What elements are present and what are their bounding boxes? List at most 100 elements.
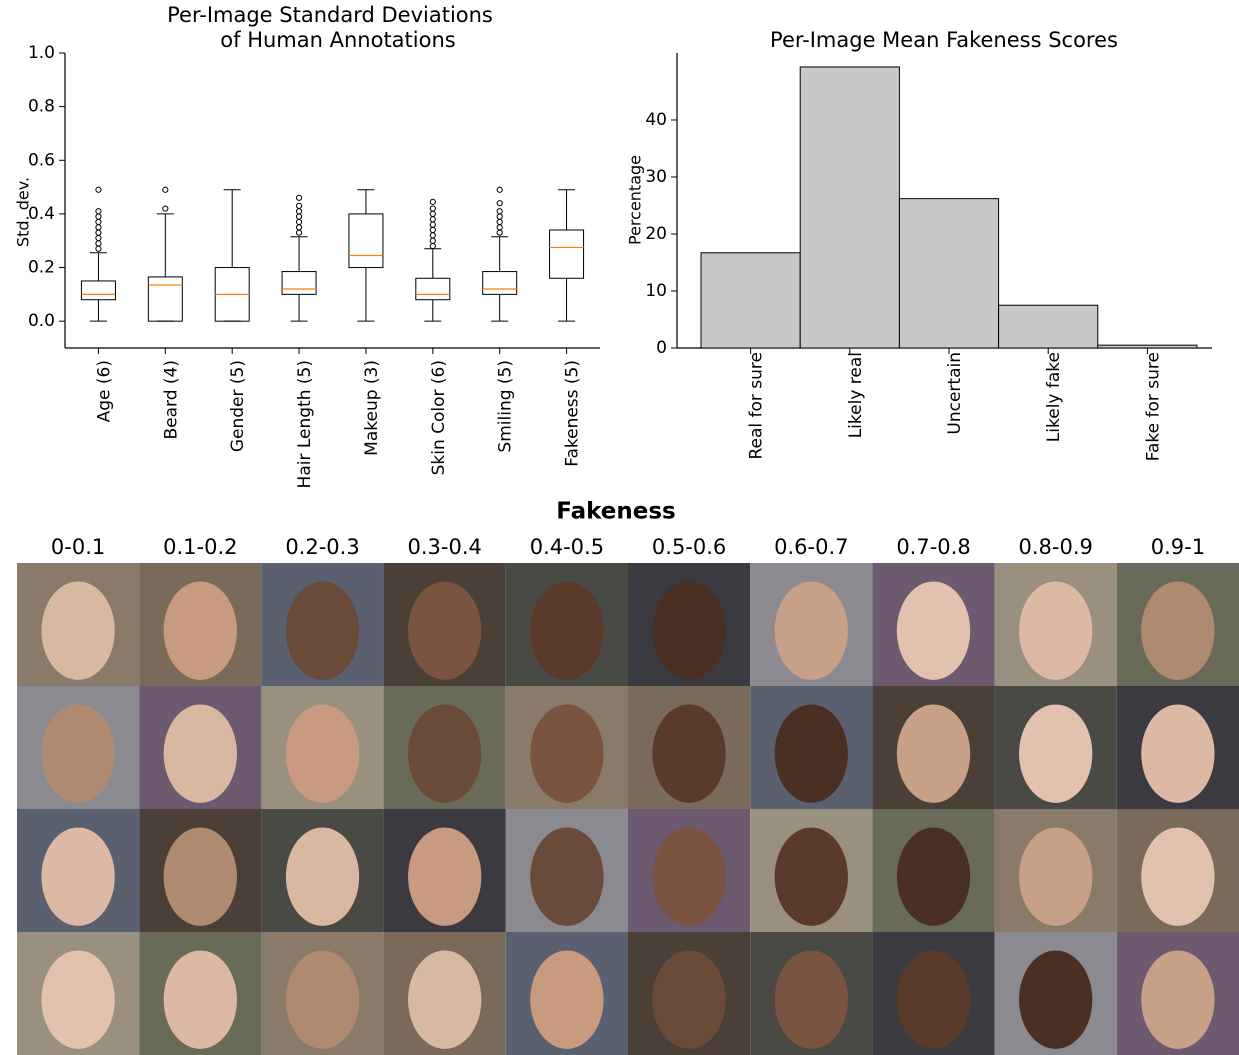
outlier xyxy=(96,209,101,214)
face xyxy=(530,581,603,679)
x-tick-label: Beard (4) xyxy=(161,360,181,440)
y-tick-label: 10 xyxy=(645,281,667,301)
figure-title: Fakeness xyxy=(556,499,676,525)
x-tick-label: Real for sure xyxy=(747,352,767,460)
face xyxy=(530,827,603,925)
face xyxy=(1019,581,1092,679)
outlier xyxy=(430,233,435,238)
x-tick-label: Hair Length (5) xyxy=(295,360,315,488)
bar xyxy=(999,305,1098,348)
face xyxy=(1019,950,1092,1048)
face xyxy=(1141,704,1214,802)
face xyxy=(286,950,359,1048)
outlier xyxy=(497,230,502,235)
face xyxy=(41,704,114,802)
outlier xyxy=(296,203,301,208)
outlier xyxy=(430,238,435,243)
outlier xyxy=(163,187,168,192)
face xyxy=(1019,704,1092,802)
outlier xyxy=(96,241,101,246)
column-label: 0.4-0.5 xyxy=(530,535,604,559)
y-tick-label: 0.6 xyxy=(28,150,55,170)
face xyxy=(775,950,848,1048)
outlier xyxy=(430,243,435,248)
column-label: 0.3-0.4 xyxy=(408,535,482,559)
y-tick-label: 30 xyxy=(645,167,667,187)
chart-title: Per-Image Mean Fakeness Scores xyxy=(770,28,1118,52)
y-tick-label: 0 xyxy=(656,338,667,358)
outlier xyxy=(96,214,101,219)
outlier xyxy=(497,225,502,230)
column-label: 0.2-0.3 xyxy=(285,535,359,559)
chart: Fakeness Per-Image Standard Deviationsof… xyxy=(0,0,1239,1055)
y-axis-label: Std. dev. xyxy=(14,177,33,247)
outlier xyxy=(296,219,301,224)
x-tick-label: Likely fake xyxy=(1044,352,1064,442)
outlier xyxy=(430,211,435,216)
x-tick-label: Gender (5) xyxy=(228,360,248,452)
face xyxy=(775,581,848,679)
x-tick-label: Smiling (5) xyxy=(496,360,516,453)
face xyxy=(897,704,970,802)
box xyxy=(550,230,584,278)
bar xyxy=(800,67,899,348)
face xyxy=(652,704,725,802)
outlier xyxy=(430,227,435,232)
y-tick-label: 40 xyxy=(645,110,667,130)
face xyxy=(286,704,359,802)
face xyxy=(530,950,603,1048)
face xyxy=(897,950,970,1048)
outlier xyxy=(497,214,502,219)
column-label: 0.6-0.7 xyxy=(774,535,848,559)
y-tick-label: 20 xyxy=(645,224,667,244)
outlier xyxy=(96,230,101,235)
box xyxy=(81,281,115,300)
box xyxy=(416,278,450,299)
face xyxy=(652,581,725,679)
outlier xyxy=(296,230,301,235)
face xyxy=(164,581,237,679)
x-tick-label: Age (6) xyxy=(94,360,114,422)
column-label: 0-0.1 xyxy=(51,535,105,559)
y-tick-label: 1.0 xyxy=(28,43,55,63)
face xyxy=(41,950,114,1048)
bar xyxy=(1098,345,1197,348)
face xyxy=(775,704,848,802)
outlier xyxy=(430,222,435,227)
box xyxy=(349,214,383,268)
face xyxy=(408,950,481,1048)
face xyxy=(164,950,237,1048)
outlier xyxy=(430,199,435,204)
x-tick-label: Skin Color (6) xyxy=(429,360,449,475)
outlier xyxy=(497,209,502,214)
outlier xyxy=(296,209,301,214)
face xyxy=(286,827,359,925)
box xyxy=(148,277,182,321)
y-tick-label: 0.2 xyxy=(28,258,55,278)
outlier xyxy=(96,219,101,224)
face xyxy=(1019,827,1092,925)
box xyxy=(282,272,316,295)
column-label: 0.5-0.6 xyxy=(652,535,726,559)
face xyxy=(1141,950,1214,1048)
bar xyxy=(899,199,998,348)
outlier xyxy=(96,246,101,251)
outlier xyxy=(296,225,301,230)
face xyxy=(1141,827,1214,925)
y-tick-label: 0.0 xyxy=(28,311,55,331)
face xyxy=(41,581,114,679)
face xyxy=(897,827,970,925)
outlier xyxy=(296,195,301,200)
face xyxy=(775,827,848,925)
box xyxy=(483,272,517,295)
column-label: 0.7-0.8 xyxy=(896,535,970,559)
column-label: 0.9-1 xyxy=(1151,535,1205,559)
y-tick-label: 0.8 xyxy=(28,97,55,117)
outlier xyxy=(497,201,502,206)
outlier xyxy=(296,214,301,219)
face xyxy=(408,827,481,925)
x-tick-label: Fake for sure xyxy=(1143,352,1163,461)
face xyxy=(41,827,114,925)
face xyxy=(652,827,725,925)
